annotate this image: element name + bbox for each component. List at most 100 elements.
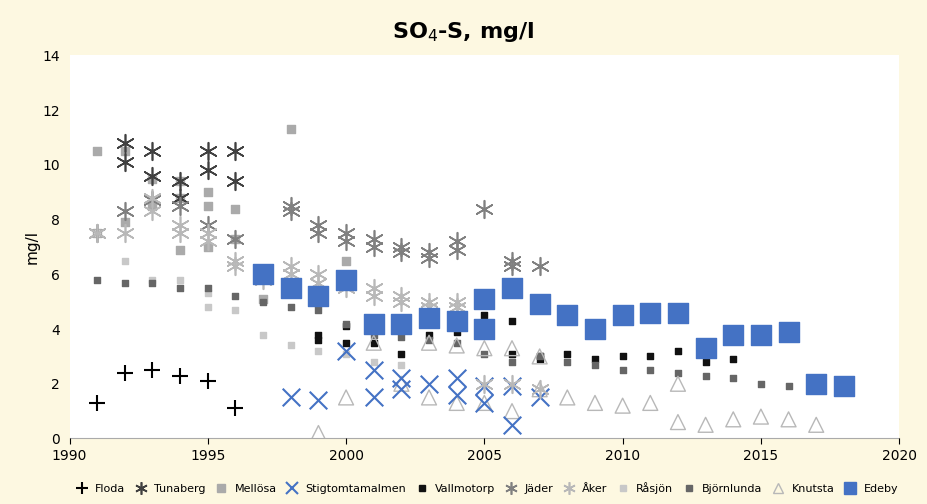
Point [146,172,160,180]
Point [256,331,271,339]
Point [90,229,105,237]
Point [172,202,187,210]
Point [118,139,133,147]
Point [394,360,409,368]
Point [200,202,215,210]
Point [200,377,215,385]
Point [504,344,519,352]
Point [809,380,824,388]
Point [394,243,409,251]
Point [450,303,464,311]
Point [394,248,409,257]
Point [643,399,658,407]
Text: SO$_4$-S, mg/l: SO$_4$-S, mg/l [392,20,535,44]
Point [284,341,298,349]
Point [172,276,187,284]
Point [146,366,160,374]
Point [532,352,547,360]
Point [394,385,409,393]
Point [200,221,215,229]
Point [422,394,437,402]
Point [477,325,492,333]
Point [200,243,215,251]
Point [504,358,519,366]
Point [338,257,353,265]
Point [422,331,437,339]
Point [200,237,215,245]
Legend: Floda, Tunaberg, Mellösa, Stigtomtamalmen, Vallmotorp, Jäder, Åker, Råsjön, Björ: Floda, Tunaberg, Mellösa, Stigtomtamalme… [70,482,898,494]
Point [616,402,630,410]
Point [588,355,603,363]
Point [338,339,353,347]
Point [781,415,796,423]
Point [366,394,381,402]
Point [200,229,215,237]
Point [477,295,492,303]
Point [532,352,547,360]
Point [172,177,187,185]
Point [228,404,243,412]
Point [422,298,437,306]
Point [256,270,271,278]
Point [200,303,215,311]
Point [146,202,160,210]
Point [284,262,298,270]
Point [311,336,326,344]
Point [118,158,133,166]
Point [90,399,105,407]
Point [670,369,685,377]
Point [504,317,519,325]
Point [781,328,796,336]
Point [477,331,492,339]
Point [394,374,409,383]
Point [366,235,381,243]
Point [532,355,547,363]
Point [366,339,381,347]
Point [118,207,133,215]
Point [146,279,160,287]
Point [394,350,409,358]
Point [726,374,741,383]
Point [366,320,381,328]
Point [90,229,105,237]
Point [450,341,464,349]
Y-axis label: mg/l: mg/l [24,230,40,264]
Point [228,306,243,314]
Point [670,418,685,426]
Point [338,276,353,284]
Point [532,300,547,308]
Point [532,385,547,393]
Point [450,399,464,407]
Point [200,147,215,155]
Point [477,344,492,352]
Point [146,197,160,205]
Point [616,352,630,360]
Point [394,292,409,300]
Point [422,336,437,344]
Point [311,279,326,287]
Point [588,325,603,333]
Point [504,380,519,388]
Point [311,298,326,306]
Point [200,166,215,174]
Point [504,350,519,358]
Point [394,380,409,388]
Point [228,257,243,265]
Point [670,380,685,388]
Point [560,311,575,320]
Point [200,284,215,292]
Point [338,284,353,292]
Point [477,311,492,320]
Point [532,385,547,393]
Point [422,380,437,388]
Point [146,207,160,215]
Point [477,350,492,358]
Point [366,366,381,374]
Point [146,276,160,284]
Point [366,358,381,366]
Point [228,235,243,243]
Point [228,262,243,270]
Point [477,205,492,213]
Point [450,391,464,399]
Point [338,320,353,328]
